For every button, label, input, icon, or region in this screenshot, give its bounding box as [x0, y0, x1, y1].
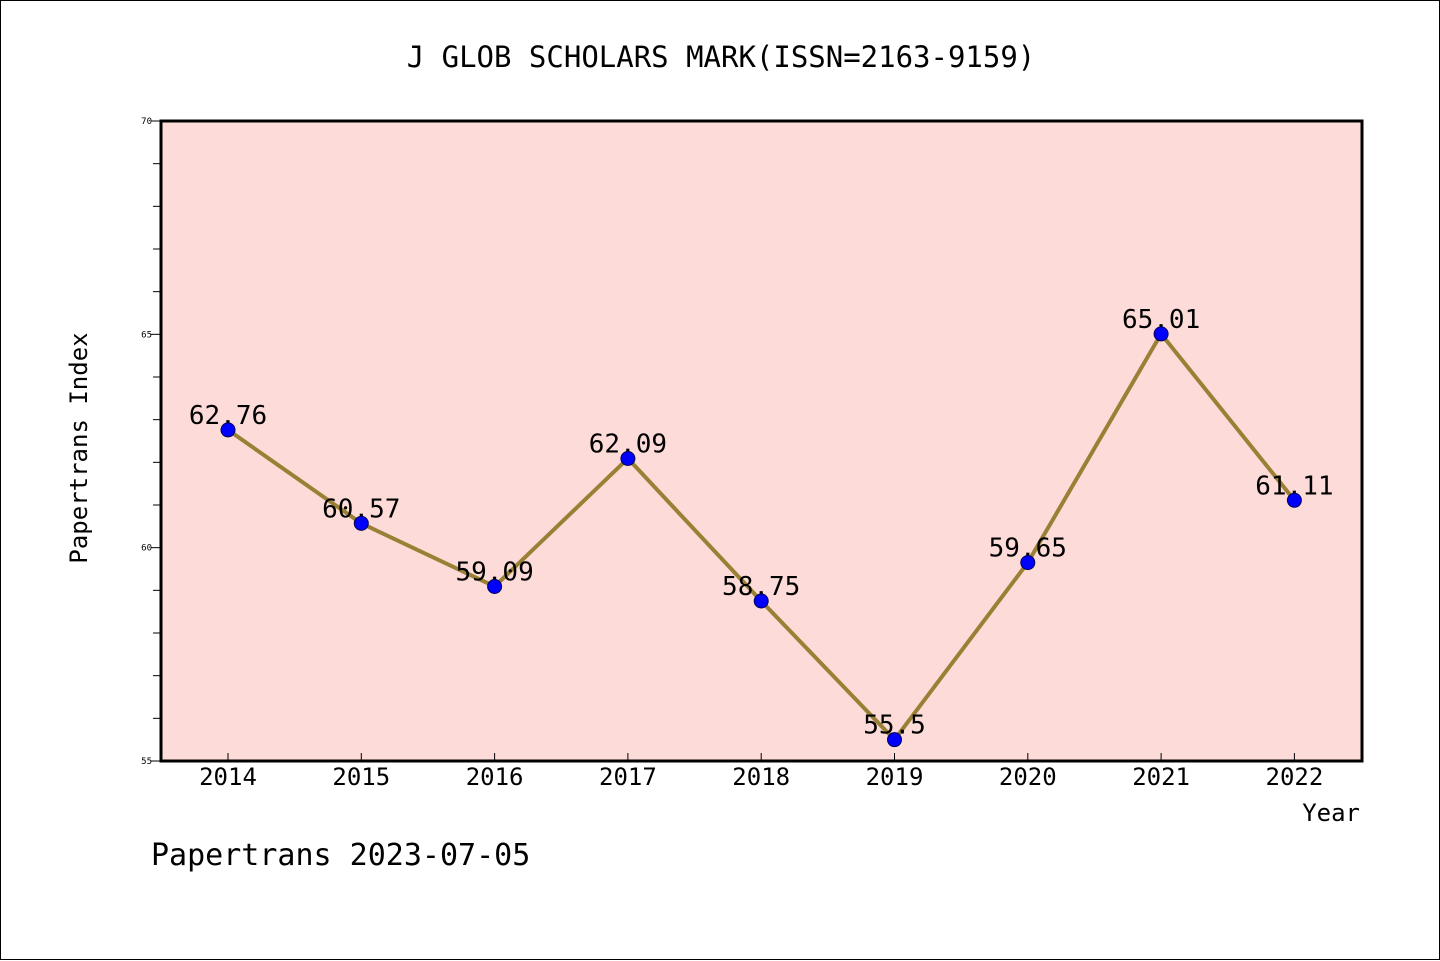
data-point — [353, 515, 369, 531]
y-axis-ticks: 55 60 65 70 — [141, 117, 161, 767]
data-point — [887, 732, 902, 748]
x-tick-label: 2019 — [866, 763, 924, 791]
x-tick-label: 2016 — [466, 763, 524, 791]
x-axis-ticks: 2014 2015 2016 2017 2018 2019 2020 2021 2022 — [199, 753, 1323, 791]
x-tick-label: 2017 — [599, 763, 657, 791]
footer-date: Papertrans 2023-07-05 — [151, 838, 530, 873]
data-point — [620, 450, 636, 466]
x-tick-label: 2022 — [1266, 763, 1324, 791]
x-tick-label: 2014 — [199, 763, 257, 791]
x-tick-label: 2020 — [999, 763, 1057, 791]
data-point — [220, 422, 236, 438]
data-point — [487, 578, 503, 594]
y-tick-label: 70 — [141, 117, 152, 127]
y-tick-label: 65 — [141, 330, 152, 340]
y-tick-label: 60 — [141, 544, 152, 554]
data-point — [1020, 555, 1036, 571]
x-tick-label: 2021 — [1132, 763, 1190, 791]
data-point — [1153, 326, 1169, 342]
data-point — [753, 593, 769, 609]
y-axis-label: Papertrans Index — [65, 332, 93, 563]
plot-area — [159, 119, 1364, 763]
chart-title: J GLOB SCHOLARS MARK(ISSN=2163-9159) — [407, 40, 1036, 74]
x-axis-label: Year — [1302, 799, 1360, 827]
data-point — [1286, 492, 1302, 508]
series-layer: 62.7660.5759.0962.0958.7555.559.6565.016… — [189, 305, 1334, 748]
x-tick-label: 2018 — [732, 763, 790, 791]
y-tick-label: 55 — [141, 757, 152, 767]
x-tick-label: 2015 — [332, 763, 390, 791]
